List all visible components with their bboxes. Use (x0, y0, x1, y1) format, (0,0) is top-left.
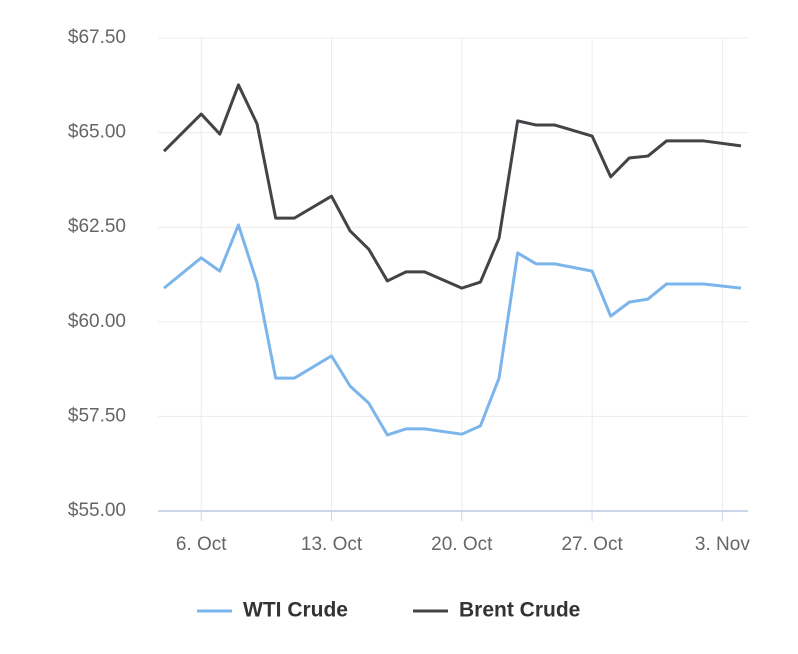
y-tick-label: $65.00 (68, 122, 126, 143)
series-line (162, 83, 742, 290)
y-tick-label: $55.00 (68, 500, 126, 521)
x-tick-label: 27. Oct (561, 534, 623, 555)
y-tick-label: $57.50 (68, 405, 126, 426)
x-tick-label: 3. Nov (695, 534, 750, 555)
legend-label[interactable]: WTI Crude (243, 599, 348, 622)
series-line (163, 223, 742, 437)
y-tick-label: $60.00 (68, 311, 126, 332)
x-tick-label: 6. Oct (176, 534, 227, 555)
x-tick-label: 13. Oct (301, 534, 363, 555)
legend-label[interactable]: Brent Crude (459, 599, 580, 622)
y-tick-label: $67.50 (68, 27, 126, 48)
x-tick-label: 20. Oct (431, 534, 493, 555)
y-tick-label: $62.50 (68, 216, 126, 237)
